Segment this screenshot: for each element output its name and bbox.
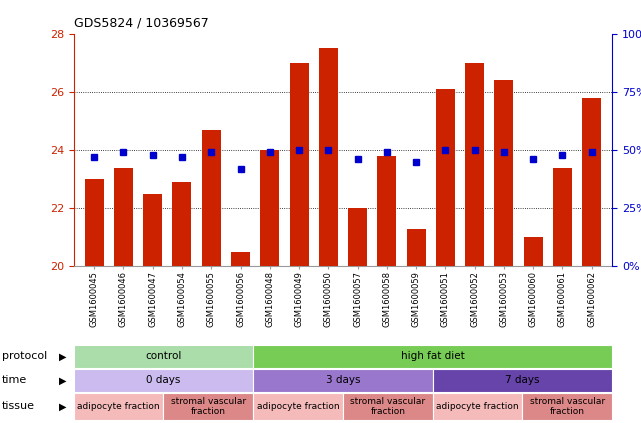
- Bar: [114, 168, 133, 266]
- Text: adipocyte fraction: adipocyte fraction: [257, 402, 339, 411]
- Text: stromal vascular
fraction: stromal vascular fraction: [350, 397, 426, 416]
- Text: stromal vascular
fraction: stromal vascular fraction: [171, 397, 246, 416]
- Bar: [553, 168, 572, 266]
- Bar: [524, 237, 543, 266]
- Bar: [202, 130, 221, 266]
- Text: protocol: protocol: [2, 352, 47, 361]
- Bar: [172, 182, 192, 266]
- Bar: [319, 48, 338, 266]
- Bar: [494, 80, 513, 266]
- Text: adipocyte fraction: adipocyte fraction: [437, 402, 519, 411]
- Text: adipocyte fraction: adipocyte fraction: [78, 402, 160, 411]
- Bar: [231, 252, 250, 266]
- Bar: [582, 98, 601, 266]
- Bar: [436, 89, 455, 266]
- Bar: [85, 179, 104, 266]
- Bar: [465, 63, 484, 266]
- Text: GDS5824 / 10369567: GDS5824 / 10369567: [74, 17, 208, 30]
- Text: ▶: ▶: [58, 401, 66, 411]
- Text: 7 days: 7 days: [505, 376, 540, 385]
- Bar: [290, 63, 308, 266]
- Bar: [348, 209, 367, 266]
- Bar: [406, 229, 426, 266]
- Text: ▶: ▶: [58, 352, 66, 361]
- Text: time: time: [2, 376, 27, 385]
- Text: high fat diet: high fat diet: [401, 352, 465, 361]
- Text: ▶: ▶: [58, 376, 66, 385]
- Text: stromal vascular
fraction: stromal vascular fraction: [529, 397, 605, 416]
- Text: 3 days: 3 days: [326, 376, 360, 385]
- Text: 0 days: 0 days: [146, 376, 181, 385]
- Text: tissue: tissue: [2, 401, 35, 411]
- Bar: [260, 150, 279, 266]
- Bar: [143, 194, 162, 266]
- Bar: [378, 156, 396, 266]
- Text: control: control: [146, 352, 181, 361]
